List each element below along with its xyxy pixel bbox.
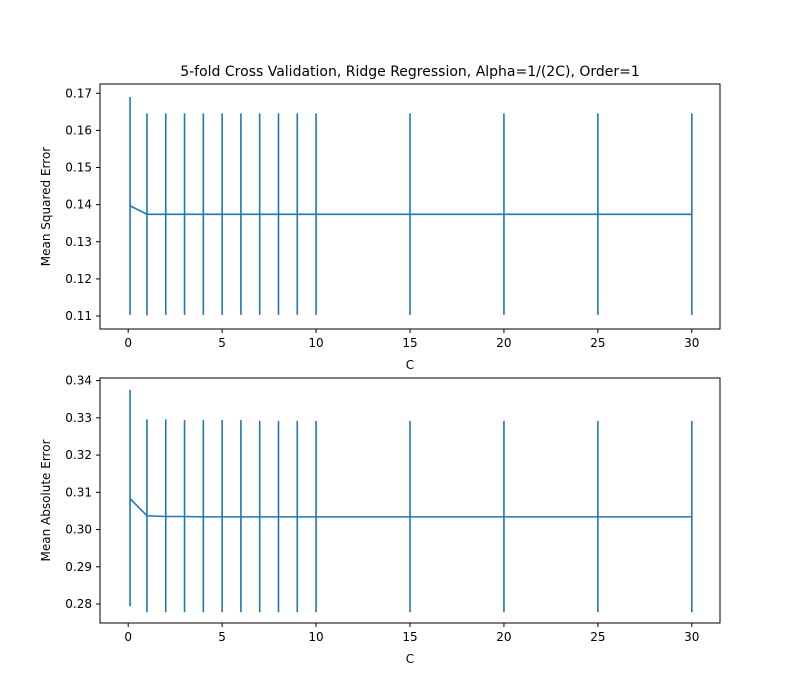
mse-y-tick-label: 0.16 <box>65 123 92 137</box>
mae-series-line <box>129 498 692 518</box>
mae-y-tick-label: 0.31 <box>65 485 92 499</box>
mae-x-tick-label: 0 <box>124 630 132 644</box>
mae-x-tick-label: 25 <box>590 630 605 644</box>
mse-x-tick-label: 10 <box>308 336 323 350</box>
mse-y-tick-label: 0.13 <box>65 235 92 249</box>
mse-x-tick-label: 30 <box>684 336 699 350</box>
mse-x-tick-label: 25 <box>590 336 605 350</box>
mae-y-tick-label: 0.34 <box>65 374 92 388</box>
mae-x-tick-label: 10 <box>308 630 323 644</box>
mae-y-tick-label: 0.29 <box>65 560 92 574</box>
mse-x-tick-label: 20 <box>496 336 511 350</box>
mae-y-axis-label: Mean Absolute Error <box>39 439 53 561</box>
mae-panel: 0 5 10 15 20 25 30 0.28 0.29 0.30 0.31 0.32 0.33 0.34… <box>39 374 721 666</box>
mse-x-tick-label: 15 <box>402 336 417 350</box>
mae-x-tick-label: 20 <box>496 630 511 644</box>
mse-y-axis-label: Mean Squared Error <box>39 147 53 267</box>
mse-y-tick-label: 0.14 <box>65 198 92 212</box>
mae-x-axis-label: C <box>406 652 414 666</box>
mae-x-tick-label: 5 <box>218 630 226 644</box>
mae-y-tick-label: 0.32 <box>65 448 92 462</box>
mae-x-tick-label: 30 <box>684 630 699 644</box>
mse-y-tick-label: 0.12 <box>65 272 92 286</box>
mae-y-tick-label: 0.33 <box>65 411 92 425</box>
chart-title: 5-fold Cross Validation, Ridge Regressio… <box>180 64 640 80</box>
mse-x-tick-label: 0 <box>124 336 132 350</box>
mse-y-tick-label: 0.15 <box>65 161 92 175</box>
mae-y-tick-label: 0.30 <box>65 523 92 537</box>
mae-y-tick-label: 0.28 <box>65 597 92 611</box>
mse-x-tick-label: 5 <box>218 336 226 350</box>
mse-y-tick-label: 0.11 <box>65 309 92 323</box>
mae-x-tick-label: 15 <box>402 630 417 644</box>
mse-series-line <box>129 205 692 216</box>
mse-y-tick-label: 0.17 <box>65 86 92 100</box>
mse-x-axis-label: C <box>406 358 414 372</box>
mse-panel: 0 5 10 15 20 25 30 0.11 0.12 0.13 0.14 0.15 0.16 0.17… <box>39 83 721 372</box>
